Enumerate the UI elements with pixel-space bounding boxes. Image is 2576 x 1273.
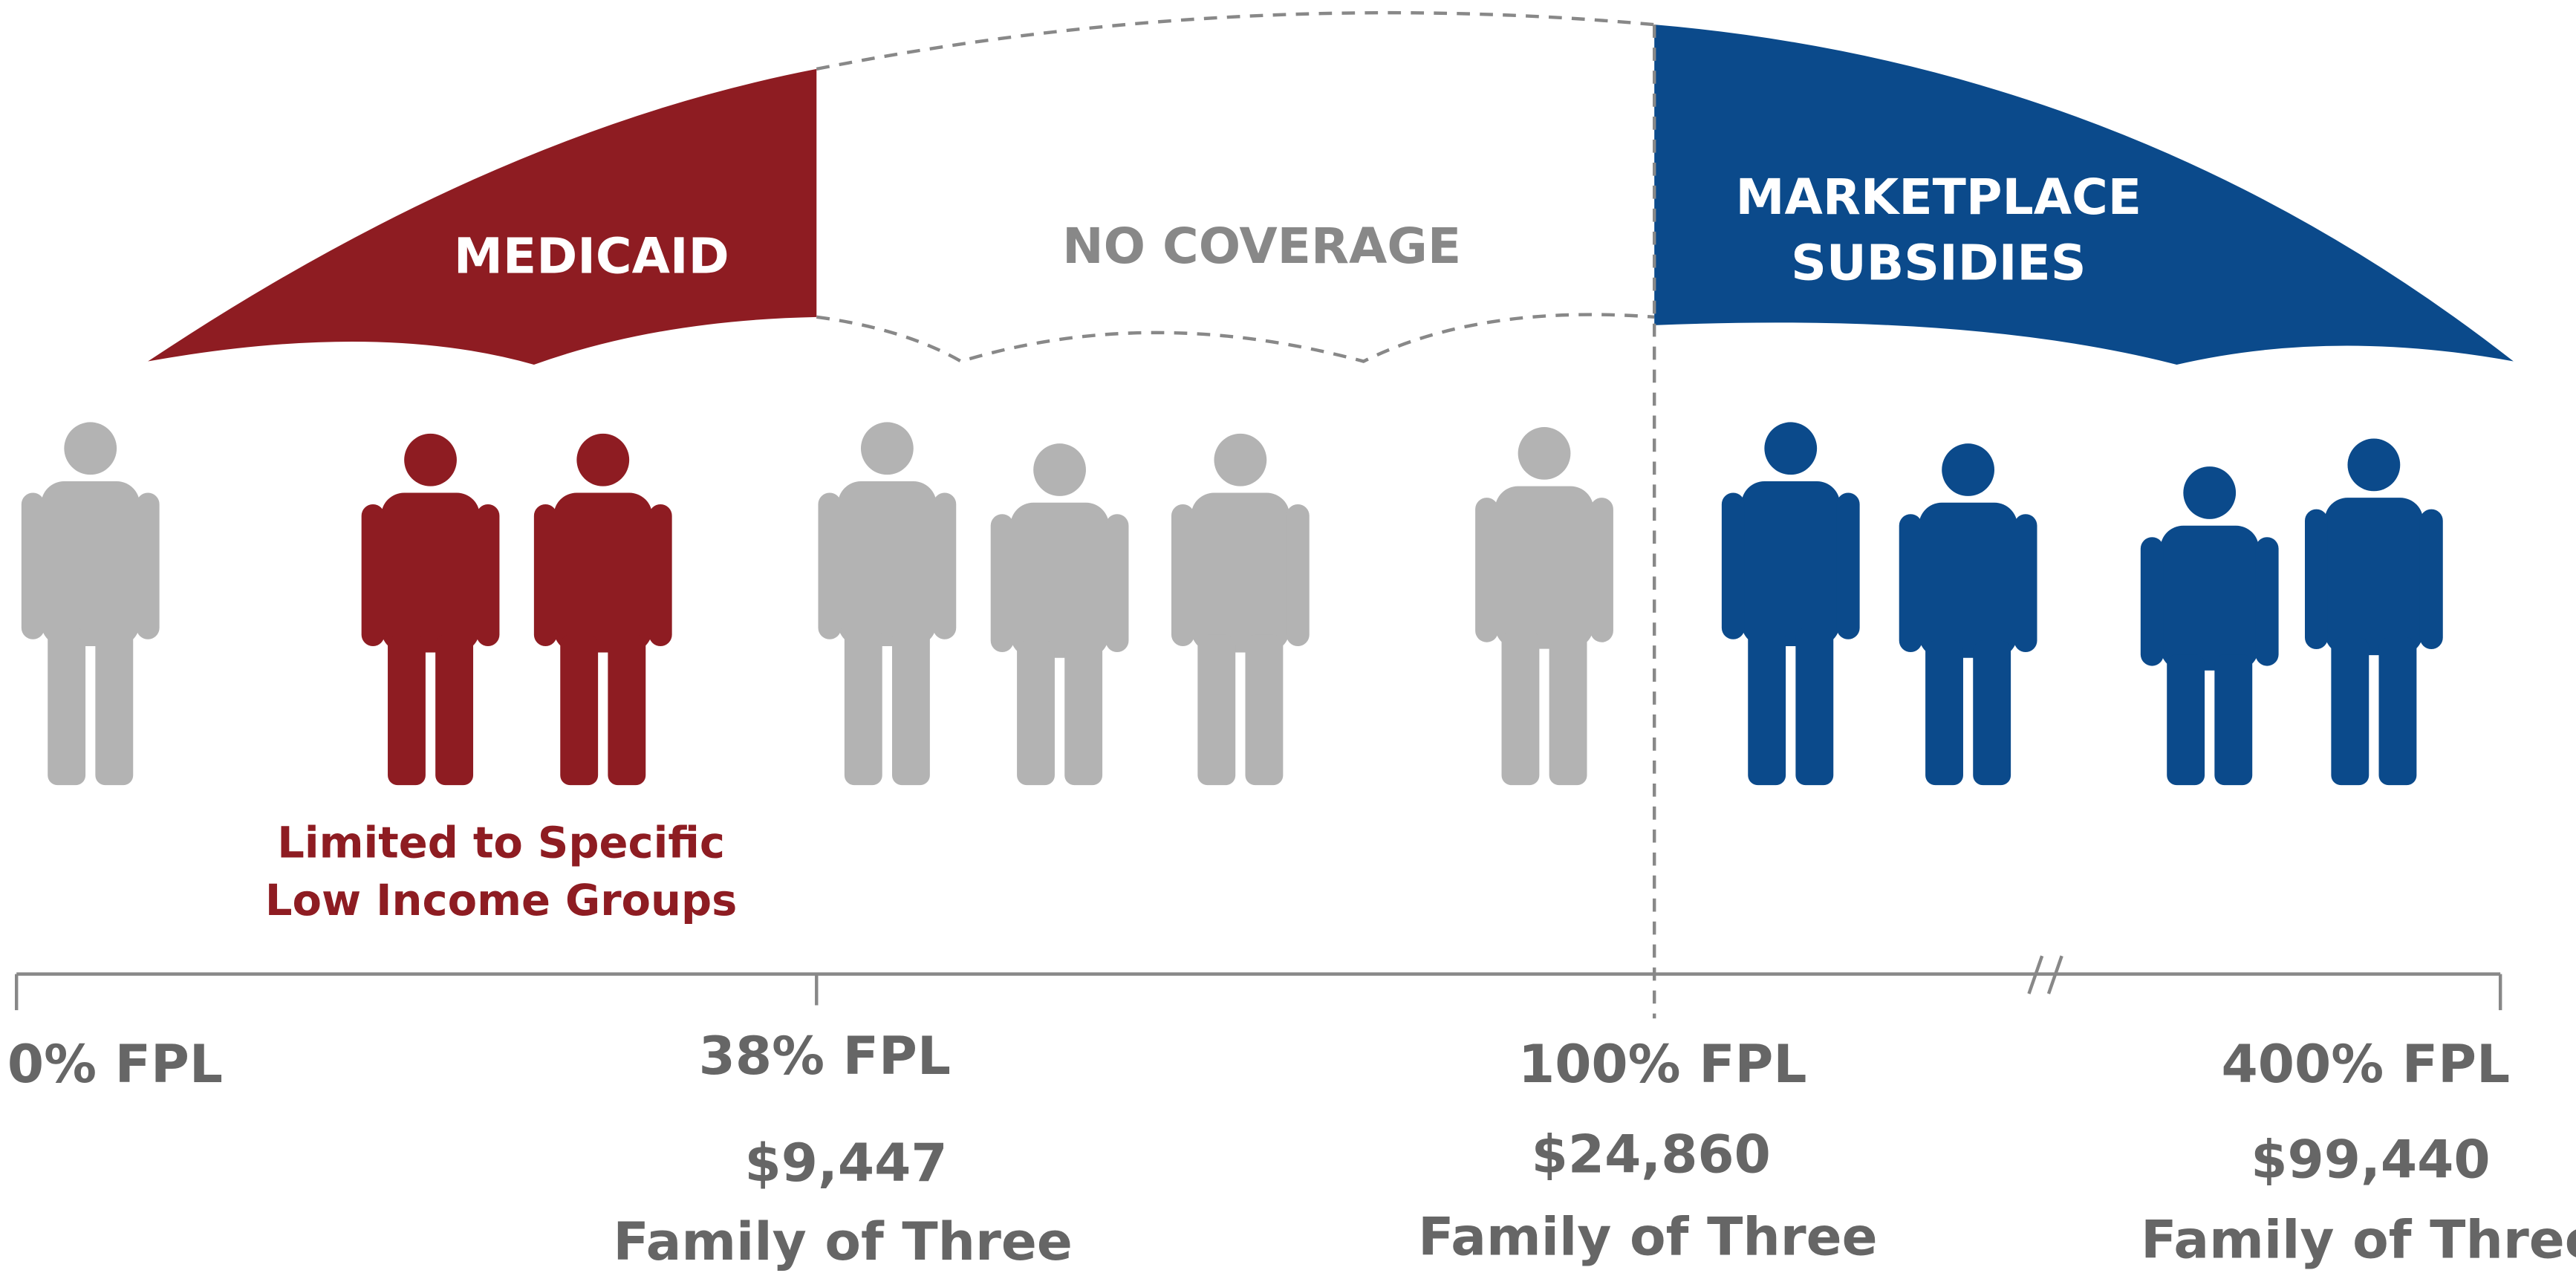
leg	[2167, 654, 2205, 785]
axis	[16, 956, 2500, 1010]
arm	[1106, 514, 1129, 652]
leg	[1502, 631, 1540, 785]
arm	[1287, 504, 1310, 646]
leg	[892, 628, 930, 785]
person	[362, 434, 500, 785]
person	[1171, 434, 1310, 785]
person	[818, 422, 956, 785]
arm	[1590, 498, 1613, 642]
leg	[1245, 635, 1283, 786]
arm	[2014, 514, 2037, 652]
arm	[1475, 498, 1498, 642]
arm	[476, 504, 499, 646]
arm	[933, 492, 956, 639]
leg	[388, 635, 426, 786]
arm	[818, 492, 841, 639]
head	[1214, 434, 1266, 486]
medicaid-arc	[148, 69, 816, 365]
amount: $24,860	[1532, 1124, 1771, 1185]
arm	[2420, 509, 2443, 649]
leg	[608, 635, 645, 786]
arm	[991, 514, 1014, 652]
head	[1033, 443, 1086, 496]
axis-label: 400% FPL	[2222, 1033, 2511, 1095]
leg	[2214, 654, 2252, 785]
arm	[137, 492, 160, 639]
arm	[22, 492, 45, 639]
torso	[1495, 486, 1594, 649]
torso	[41, 481, 140, 646]
torso	[1010, 503, 1109, 658]
torso	[381, 492, 480, 652]
person	[1722, 422, 1860, 785]
torso	[553, 492, 652, 652]
leg	[2379, 638, 2417, 786]
head	[404, 434, 457, 486]
diagram: MEDICAID NO COVERAGE MARKETPLACE SUBSIDI…	[0, 0, 2576, 1273]
torso	[1919, 503, 2017, 658]
arm	[1837, 492, 1860, 639]
arm	[2256, 537, 2279, 665]
arm	[2305, 509, 2328, 649]
head	[861, 422, 914, 475]
axis-label: 38% FPL	[699, 1025, 951, 1087]
leg	[95, 628, 133, 785]
page: MEDICAID NO COVERAGE MARKETPLACE SUBSIDI…	[0, 0, 2576, 1273]
head	[2347, 439, 2400, 492]
head	[1518, 427, 1571, 480]
arm	[362, 504, 385, 646]
arm	[649, 504, 672, 646]
leg	[1549, 631, 1587, 785]
person	[2141, 466, 2279, 785]
band-label: NO COVERAGE	[1062, 217, 1461, 275]
head	[2183, 466, 2236, 519]
axis-label: 100% FPL	[1518, 1033, 1807, 1095]
person	[534, 434, 672, 785]
person	[2305, 439, 2443, 786]
head	[1764, 422, 1817, 475]
leg	[435, 635, 473, 786]
arm	[2141, 537, 2164, 665]
leg	[1795, 628, 1833, 785]
amount: $99,440	[2251, 1128, 2490, 1190]
torso	[1741, 481, 1840, 646]
band-label: MARKETPLACE	[1736, 168, 2142, 226]
arm	[534, 504, 557, 646]
leg	[560, 635, 598, 786]
head	[64, 422, 117, 475]
head	[1942, 443, 1994, 496]
leg	[845, 628, 882, 785]
note: Low Income Groups	[265, 876, 738, 925]
no-coverage-arc	[816, 13, 1654, 361]
amount: $9,447	[745, 1132, 948, 1194]
caption: Family of Three	[1418, 1205, 1878, 1267]
band-label: SUBSIDIES	[1791, 233, 2086, 291]
torso	[2160, 526, 2259, 671]
leg	[1973, 641, 2011, 786]
torso	[2325, 498, 2424, 655]
person	[1475, 427, 1613, 785]
leg	[2331, 638, 2369, 786]
person	[22, 422, 160, 785]
people	[22, 422, 2443, 785]
leg	[1197, 635, 1235, 786]
arm	[1899, 514, 1922, 652]
head	[576, 434, 629, 486]
leg	[1017, 641, 1055, 786]
leg	[48, 628, 85, 785]
leg	[1064, 641, 1102, 786]
arm	[1722, 492, 1745, 639]
axis-label: 0% FPL	[7, 1033, 223, 1095]
person	[1899, 443, 2037, 785]
leg	[1925, 641, 1963, 786]
torso	[838, 481, 937, 646]
caption: Family of Three	[2141, 1209, 2576, 1271]
torso	[1191, 492, 1290, 652]
person	[991, 443, 1129, 785]
note: Limited to Specific	[277, 818, 725, 868]
arm	[1171, 504, 1194, 646]
leg	[1748, 628, 1786, 785]
caption: Family of Three	[613, 1211, 1073, 1272]
band-label: MEDICAID	[454, 227, 729, 284]
